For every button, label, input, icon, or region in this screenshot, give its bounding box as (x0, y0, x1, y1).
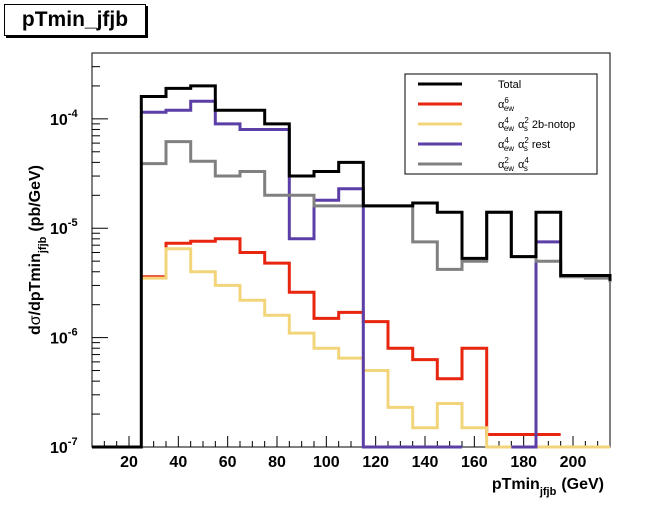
x-tick-label: 100 (313, 454, 340, 471)
y-tick-label: 10-7 (50, 436, 78, 457)
series-line (141, 99, 561, 449)
x-tick-label: 120 (362, 454, 389, 471)
legend-label: α2 ew α4 s (498, 156, 529, 173)
x-tick-label: 160 (461, 454, 488, 471)
y-tick-label: 10-4 (50, 108, 78, 129)
x-tick-label: 20 (120, 454, 138, 471)
series-line (92, 84, 612, 449)
x-tick-label: 40 (169, 454, 187, 471)
y-axis-label: dσ/dpTminjfjb(pb/GeV) (27, 165, 49, 335)
x-tick-label: 80 (268, 454, 286, 471)
series-line (141, 237, 561, 436)
legend-label: α4 ew α2 s rest (498, 136, 550, 153)
x-tick-labels: 20 40 60 80 100 120 140 160 180 200 (120, 454, 586, 471)
chart-title: pTmin_jfjb (4, 4, 146, 36)
legend: Total α6 ew α4 ew α2 s 2b-notop α4 ew α2 s rest… (404, 73, 598, 175)
y-tick-label: 10-5 (50, 217, 78, 238)
x-tick-label: 180 (510, 454, 537, 471)
x-tick-label: 200 (560, 454, 587, 471)
x-tick-label: 60 (219, 454, 237, 471)
legend-label: α6 ew (498, 96, 515, 113)
x-tick-label: 140 (412, 454, 439, 471)
series-line (141, 247, 610, 449)
y-tick-labels: 10-7 10-6 10-5 10-4 (50, 108, 78, 457)
y-tick-label: 10-6 (50, 327, 78, 348)
legend-label: α4 ew α2 s 2b-notop (498, 116, 575, 133)
series-layer (92, 84, 612, 449)
x-axis-label: pTminjfjb (GeV) (492, 476, 604, 498)
legend-label: Total (498, 79, 521, 91)
